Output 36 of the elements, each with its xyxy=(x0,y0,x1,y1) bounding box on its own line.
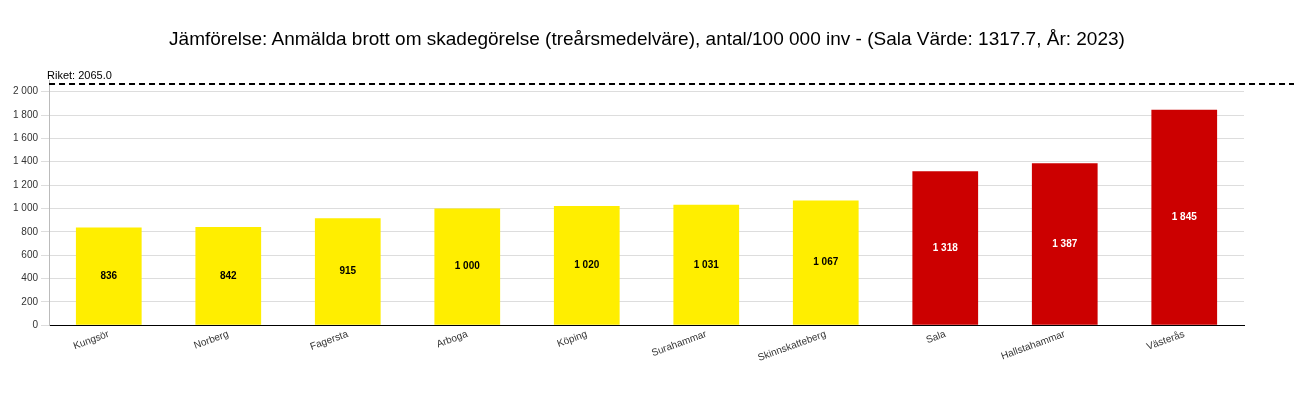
data-label: 1 000 xyxy=(454,260,481,272)
y-tick-label: 200 xyxy=(21,295,39,307)
y-tick-label: 1 000 xyxy=(12,202,39,214)
ref-line-label: Riket: 2065.0 xyxy=(47,68,112,81)
bar xyxy=(912,171,979,325)
data-label: 1 020 xyxy=(574,259,600,271)
y-tick-label: 400 xyxy=(21,272,39,284)
y-tick-label: 2 000 xyxy=(12,85,39,97)
data-label: 915 xyxy=(339,265,357,277)
y-tick-label: 600 xyxy=(21,248,39,260)
bar xyxy=(1031,163,1098,325)
bar xyxy=(1151,109,1218,325)
data-label: 836 xyxy=(100,269,118,281)
y-tick-label: 1 600 xyxy=(12,132,39,144)
y-tick-label: 1 400 xyxy=(12,155,39,167)
y-tick-label: 800 xyxy=(21,225,39,237)
data-label: 1 387 xyxy=(1052,237,1078,249)
data-label: 1 318 xyxy=(932,241,959,253)
x-tick-label: Sala xyxy=(924,327,948,346)
y-tick-label: 0 xyxy=(32,318,39,330)
x-tick-label: Arboga xyxy=(434,327,470,350)
y-tick-label: 1 800 xyxy=(12,108,39,120)
data-label: 842 xyxy=(219,269,238,281)
bar xyxy=(792,200,859,325)
data-label: 1 845 xyxy=(1171,210,1198,222)
bar xyxy=(673,204,740,325)
data-label: 1 067 xyxy=(813,256,839,268)
bar xyxy=(314,218,381,325)
bar xyxy=(434,208,501,325)
data-label: 1 031 xyxy=(693,258,720,270)
bar xyxy=(195,226,262,325)
bar xyxy=(75,227,142,325)
chart-title: Jämförelse: Anmälda brott om skadegörelse (treårsmedelväre), antal/100 000 inv - (Sala Värde: 1317.7, År: 2023) xyxy=(168,28,1126,50)
y-tick-label: 1 200 xyxy=(12,178,39,190)
bar xyxy=(553,206,620,325)
x-tick-label: Köping xyxy=(555,327,589,349)
